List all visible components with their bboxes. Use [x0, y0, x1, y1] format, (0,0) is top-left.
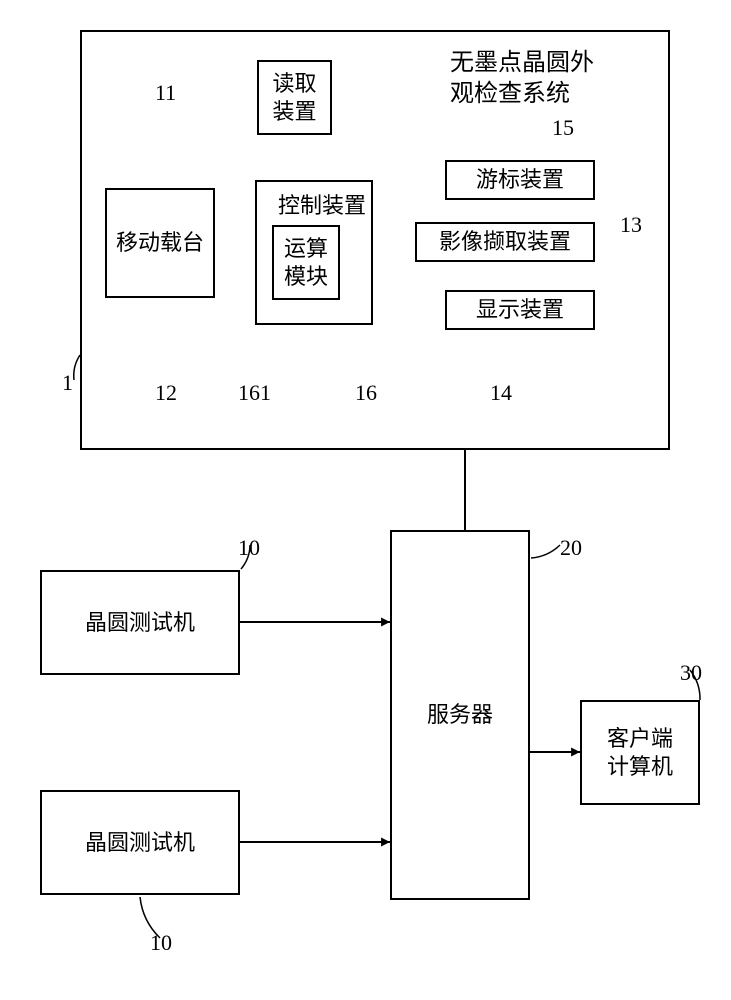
- node-label: 游标装置: [476, 166, 564, 194]
- ref-r10a: 10: [238, 535, 260, 561]
- node-label: 服务器: [427, 701, 493, 729]
- ref-r11: 11: [155, 80, 176, 106]
- node-label: 读取 装置: [272, 70, 316, 125]
- node-stage: 移动载台: [105, 188, 215, 298]
- node-label: 运算 模块: [284, 235, 328, 290]
- node-server: 服务器: [390, 530, 530, 900]
- ref-r20: 20: [560, 535, 582, 561]
- ref-r15: 15: [552, 115, 574, 141]
- node-label: 晶圆测试机: [85, 829, 195, 857]
- ref-r13: 13: [620, 212, 642, 238]
- ref-r30: 30: [680, 660, 702, 686]
- node-capture: 影像撷取装置: [415, 222, 595, 262]
- ref-r16: 16: [355, 380, 377, 406]
- diagram-title: 无墨点晶圆外 观检查系统: [450, 48, 594, 110]
- node-label: 影像撷取装置: [439, 228, 571, 256]
- node-cursor: 游标装置: [445, 160, 595, 200]
- control-label: 控制装置: [278, 188, 366, 220]
- node-compute: 运算 模块: [272, 225, 340, 300]
- node-label: 显示装置: [476, 296, 564, 324]
- node-label: 移动载台: [116, 229, 204, 257]
- ref-r12: 12: [155, 380, 177, 406]
- node-reader: 读取 装置: [257, 60, 332, 135]
- ref-r161: 161: [238, 380, 271, 406]
- ref-r1: 1: [62, 370, 73, 396]
- node-label: 晶圆测试机: [85, 609, 195, 637]
- ref-r14: 14: [490, 380, 512, 406]
- node-tester2: 晶圆测试机: [40, 790, 240, 895]
- ref-r10b: 10: [150, 930, 172, 956]
- node-client: 客户端 计算机: [580, 700, 700, 805]
- node-display: 显示装置: [445, 290, 595, 330]
- node-tester1: 晶圆测试机: [40, 570, 240, 675]
- node-label: 客户端 计算机: [607, 725, 673, 780]
